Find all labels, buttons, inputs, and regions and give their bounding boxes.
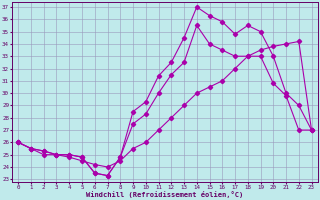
X-axis label: Windchill (Refroidissement éolien,°C): Windchill (Refroidissement éolien,°C) [86, 191, 244, 198]
